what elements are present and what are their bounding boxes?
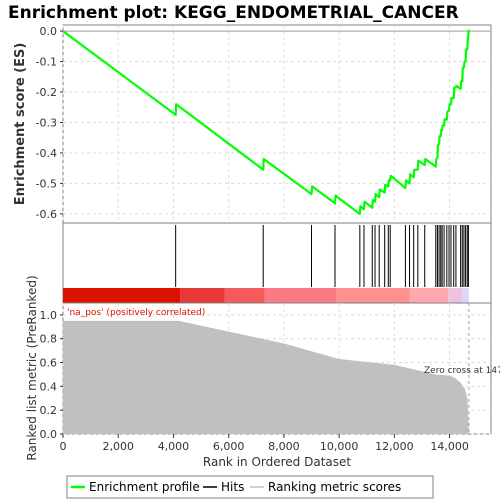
es-panel [62,24,492,224]
metric-y-tick-label: 1.0 [40,309,58,322]
metric-y-ticks: 0.0 0.2 0.4 0.6 0.8 1.0 [40,309,63,441]
metric-x-tick-label: 14,000 [430,440,469,453]
legend-hits-label: Hits [221,480,244,494]
metric-y-tick-label: 0.6 [40,357,58,370]
ranking-heatmap-bar [63,288,469,303]
metric-y-axis-label: Ranked list metric (PreRanked) [25,275,39,460]
heatmap-segment [448,288,463,303]
es-y-ticks: 0.0 -0.1 -0.2 -0.3 -0.4 -0.5 -0.6 [36,25,63,221]
heatmap-segment [224,288,265,303]
metric-x-tick-label: 12,000 [375,440,414,453]
es-tick-label: -0.5 [36,177,57,190]
metric-x-tick-label: 4,000 [158,440,190,453]
metric-y-tick-label: 0.4 [40,380,58,393]
heatmap-segment [462,288,469,303]
metric-y-tick-label: 0.8 [40,333,58,346]
metric-y-tick-label: 0.2 [40,404,58,417]
zero-cross-label: Zero cross at 14700 [424,366,500,376]
heatmap-segment [409,288,449,303]
metric-x-tick-label: 2,000 [102,440,134,453]
metric-x-tick-label: 6,000 [213,440,245,453]
metric-x-tick-label: 8,000 [268,440,300,453]
heatmap-segment [336,288,410,303]
legend: Enrichment profile Hits Ranking metric s… [66,475,434,499]
es-tick-label: -0.6 [36,208,57,221]
ranking-metric-area [63,320,469,434]
enrichment-profile-line [62,29,470,215]
legend-enrichment-label: Enrichment profile [89,480,200,494]
metric-y-tick-label: 0.0 [40,428,58,441]
es-tick-label: -0.2 [36,86,57,99]
legend-ranking-label: Ranking metric scores [268,480,401,494]
heatmap-segment [63,288,181,303]
heatmap-segment [264,288,337,303]
es-tick-label: -0.1 [36,56,57,69]
hits-group [175,225,469,287]
positive-correlation-label: 'na_pos' (positively correlated) [67,308,205,318]
metric-x-ticks: 0 2,000 4,000 6,000 8,000 10,000 12,000 14,000 [60,434,469,453]
metric-x-axis-label: Rank in Ordered Dataset [203,455,351,469]
es-tick-label: 0.0 [40,25,58,38]
metric-x-tick-label: 0 [60,440,67,453]
es-y-axis-label: Enrichment score (ES) [13,43,28,206]
es-tick-label: -0.4 [36,147,57,160]
chart-title: Enrichment plot: KEGG_ENDOMETRIAL_CANCER [8,3,459,23]
es-tick-label: -0.3 [36,116,57,129]
metric-x-tick-label: 10,000 [320,440,359,453]
heatmap-segment [180,288,225,303]
